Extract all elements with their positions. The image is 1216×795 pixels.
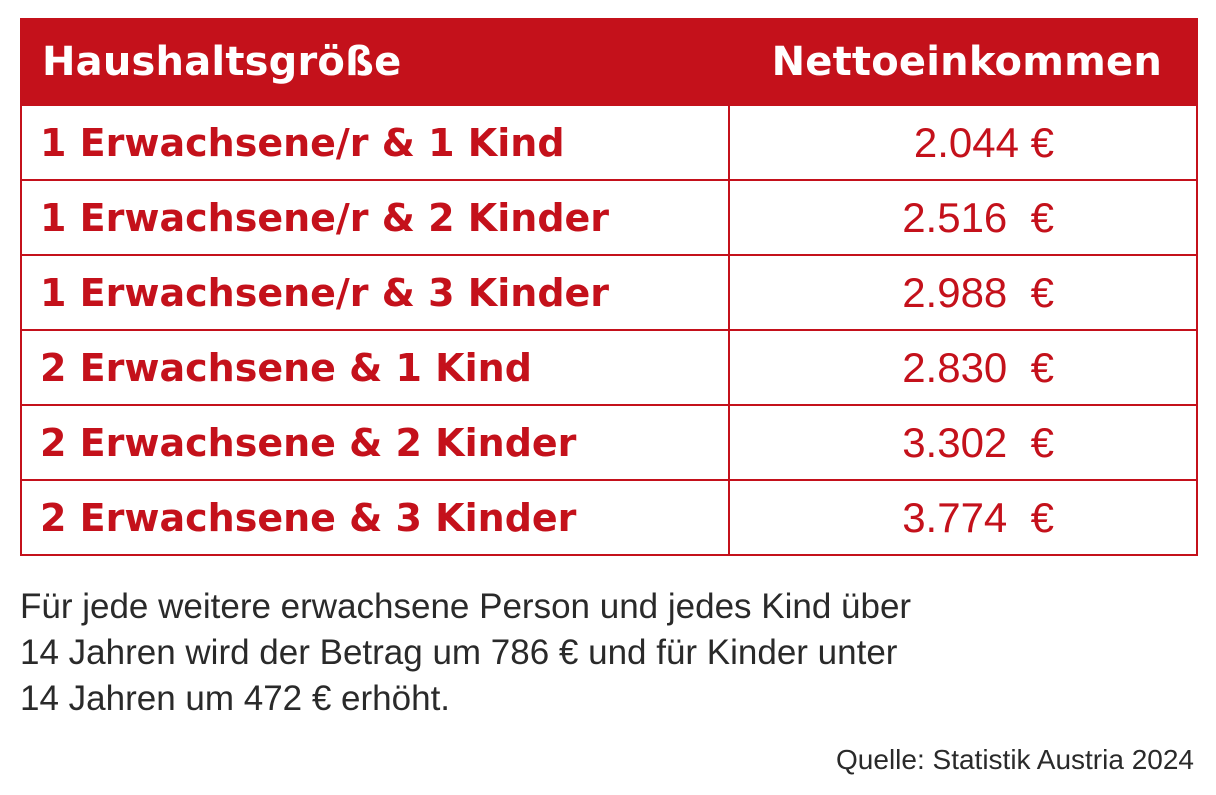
income-table: Haushaltsgröße Nettoeinkommen 1 Erwachse…: [20, 18, 1198, 556]
table-header-row: Haushaltsgröße Nettoeinkommen: [21, 19, 1197, 105]
net-income-cell: 2.830 €: [728, 329, 1198, 406]
footnote-line: 14 Jahren um 472 € erhöht.: [20, 679, 451, 718]
footnote: Für jede weitere erwachsene Person und j…: [20, 584, 1120, 722]
table-row: 2 Erwachsene & 2 Kinder 3.302 €: [20, 404, 1198, 481]
household-size-cell: 2 Erwachsene & 2 Kinder: [20, 404, 730, 481]
footnote-line: 14 Jahren wird der Betrag um 786 € und f…: [20, 633, 898, 672]
footnote-line: Für jede weitere erwachsene Person und j…: [20, 587, 912, 626]
table-row: 2 Erwachsene & 1 Kind 2.830 €: [20, 329, 1198, 406]
table-row: 1 Erwachsene/r & 1 Kind 2.044 €: [20, 104, 1198, 181]
household-size-cell: 1 Erwachsene/r & 1 Kind: [20, 104, 730, 181]
header-net-income: Nettoeinkommen: [729, 19, 1197, 105]
net-income-cell: 2.516 €: [728, 179, 1198, 256]
net-income-cell: 3.302 €: [728, 404, 1198, 481]
household-size-cell: 1 Erwachsene/r & 3 Kinder: [20, 254, 730, 331]
table-row: 2 Erwachsene & 3 Kinder 3.774 €: [20, 479, 1198, 556]
table-row: 1 Erwachsene/r & 3 Kinder 2.988 €: [20, 254, 1198, 331]
net-income-cell: 2.044 €: [728, 104, 1198, 181]
household-size-cell: 2 Erwachsene & 1 Kind: [20, 329, 730, 406]
table-row: 1 Erwachsene/r & 2 Kinder 2.516 €: [20, 179, 1198, 256]
source-credit: Quelle: Statistik Austria 2024: [836, 744, 1194, 775]
household-size-cell: 2 Erwachsene & 3 Kinder: [20, 479, 730, 556]
net-income-cell: 3.774 €: [728, 479, 1198, 556]
household-size-cell: 1 Erwachsene/r & 2 Kinder: [20, 179, 730, 256]
net-income-cell: 2.988 €: [728, 254, 1198, 331]
header-household-size: Haushaltsgröße: [21, 19, 729, 105]
